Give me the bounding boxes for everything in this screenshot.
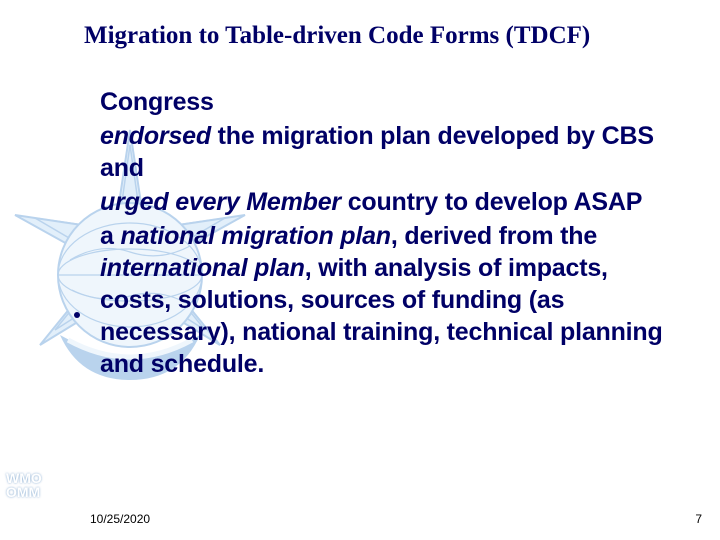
slide-title: Migration to Table-driven Code Forms (TD… [84, 22, 690, 50]
body-line-urged: urged every Member country to develop AS… [100, 186, 678, 218]
emphasis-urged: urged every Member [100, 188, 341, 216]
text-fragment: country to develop ASAP [341, 188, 642, 216]
wmo-label: WMO OMM [6, 471, 42, 500]
slide: Migration to Table-driven Code Forms (TD… [0, 0, 720, 540]
text-fragment: , derived from the [391, 222, 597, 250]
emphasis-endorsed: endorsed [100, 122, 211, 150]
footer-date: 10/25/2020 [90, 512, 150, 526]
emphasis-international-plan: international plan [100, 254, 305, 282]
slide-body: Congress endorsed the migration plan dev… [100, 86, 678, 382]
wmo-label-line1: WMO [6, 471, 42, 486]
emphasis-national-plan: national migration plan [120, 222, 390, 250]
body-line-endorsed: endorsed the migration plan developed by… [100, 120, 678, 184]
body-line-national-plan: a national migration plan, derived from … [100, 220, 678, 380]
body-line-congress: Congress [100, 86, 678, 118]
wmo-label-line2: OMM [6, 485, 42, 500]
footer-page-number: 7 [695, 512, 702, 526]
bullet-marker [74, 312, 80, 318]
text-fragment: a [100, 222, 120, 250]
